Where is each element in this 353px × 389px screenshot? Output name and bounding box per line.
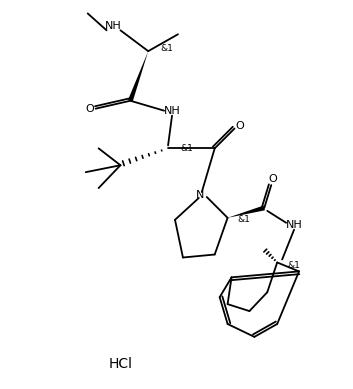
Text: &1: &1 [287, 261, 300, 270]
Text: NH: NH [286, 220, 303, 230]
Polygon shape [128, 51, 148, 102]
Text: N: N [196, 190, 204, 200]
Text: NH: NH [105, 21, 122, 32]
Polygon shape [228, 205, 265, 218]
Text: O: O [269, 174, 277, 184]
Text: &1: &1 [160, 44, 173, 53]
Text: NH: NH [164, 106, 180, 116]
Text: HCl: HCl [108, 357, 132, 371]
Text: &1: &1 [180, 144, 193, 153]
Text: &1: &1 [238, 215, 250, 224]
Text: O: O [235, 121, 244, 131]
Text: O: O [85, 104, 94, 114]
